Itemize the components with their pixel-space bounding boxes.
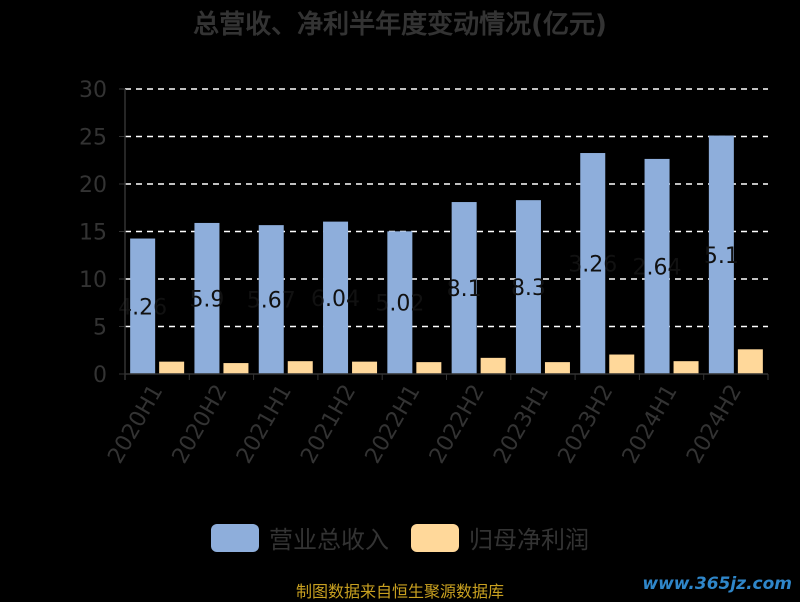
bar-revenue — [580, 153, 606, 374]
data-label-revenue: 5.02 — [375, 292, 424, 317]
y-tick-label: 30 — [79, 78, 107, 103]
bar-revenue — [708, 135, 734, 374]
x-tick-label: 2020H1 — [103, 381, 168, 468]
x-tick-label: 2022H1 — [361, 381, 426, 468]
x-axis-ticks: 2020H1 2020H2 2021H1 2021H2 2022H1 2022H2 2023… — [103, 374, 747, 468]
y-tick-label: 25 — [79, 126, 107, 151]
chart-title: 总营收、净利半年度变动情况(亿元) — [193, 10, 607, 40]
x-tick-label: 2024H2 — [682, 381, 747, 468]
bar-revenue — [194, 222, 220, 374]
x-tick-label: 2021H1 — [232, 381, 297, 468]
bars — [130, 135, 763, 374]
bar-net-profit — [544, 362, 570, 374]
bar-revenue — [130, 238, 156, 374]
legend-swatch-net-profit — [411, 523, 459, 552]
data-label-revenue: 8.1 — [447, 277, 482, 302]
bar-revenue — [644, 158, 670, 374]
x-tick-label: 2023H2 — [554, 381, 619, 468]
bar-net-profit — [737, 349, 763, 374]
data-label-revenue: 5.67 — [247, 289, 296, 314]
y-tick-label: 5 — [93, 316, 107, 341]
bar-net-profit — [159, 361, 185, 374]
data-label-revenue: 2.64 — [633, 255, 682, 280]
bar-revenue — [515, 200, 541, 374]
legend-label-net-profit: 归母净利润 — [469, 526, 589, 554]
legend: 营业总收入 归母净利润 — [0, 520, 800, 555]
y-tick-label: 0 — [93, 363, 107, 388]
data-label-revenue: 3.26 — [568, 253, 617, 278]
bar-revenue — [258, 225, 284, 374]
source-note: 制图数据来自恒生聚源数据库 — [295, 582, 504, 601]
legend-swatch-revenue — [211, 523, 259, 552]
watermark: www.365jz.com — [642, 574, 792, 594]
x-tick-label: 2022H2 — [425, 381, 490, 468]
bar-net-profit — [673, 361, 699, 374]
bar-net-profit — [480, 357, 506, 374]
bar-net-profit — [223, 363, 249, 374]
bar-net-profit — [287, 361, 313, 374]
bar-revenue — [387, 231, 413, 374]
data-label-revenue: 8.3 — [511, 276, 546, 301]
x-tick-label: 2024H1 — [618, 381, 683, 468]
data-label-revenue: 6.04 — [311, 287, 360, 312]
bar-revenue — [451, 202, 477, 374]
bar-revenue — [323, 221, 349, 374]
y-tick-label: 10 — [79, 268, 107, 293]
bar-net-profit — [416, 362, 442, 374]
gridlines — [125, 88, 768, 328]
x-tick-label: 2023H1 — [489, 381, 554, 468]
x-tick-label: 2021H2 — [296, 381, 361, 468]
data-label-revenue: 4.26 — [118, 295, 167, 320]
data-label-revenue: 5.9 — [189, 287, 224, 312]
y-tick-label: 15 — [79, 221, 107, 246]
legend-item-revenue[interactable]: 营业总收入 — [211, 520, 389, 555]
y-axis-ticks: 0 5 10 15 20 25 30 — [79, 78, 125, 388]
axes — [124, 89, 769, 380]
y-tick-label: 20 — [79, 173, 107, 198]
legend-label-revenue: 营业总收入 — [269, 526, 389, 554]
bar-net-profit — [352, 361, 378, 374]
bar-net-profit — [609, 354, 635, 374]
x-tick-label: 2020H2 — [168, 381, 233, 468]
legend-item-net-profit[interactable]: 归母净利润 — [411, 520, 589, 555]
data-label-revenue: 5.1 — [704, 244, 739, 269]
data-labels: 4.26 5.9 5.67 6.04 5.02 8.1 8.3 3.26 2.64 5.1 — [118, 244, 739, 320]
